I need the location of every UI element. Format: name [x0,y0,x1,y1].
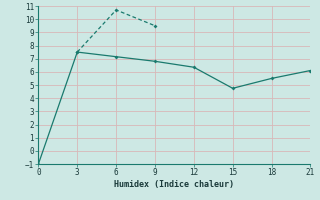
X-axis label: Humidex (Indice chaleur): Humidex (Indice chaleur) [115,180,234,189]
